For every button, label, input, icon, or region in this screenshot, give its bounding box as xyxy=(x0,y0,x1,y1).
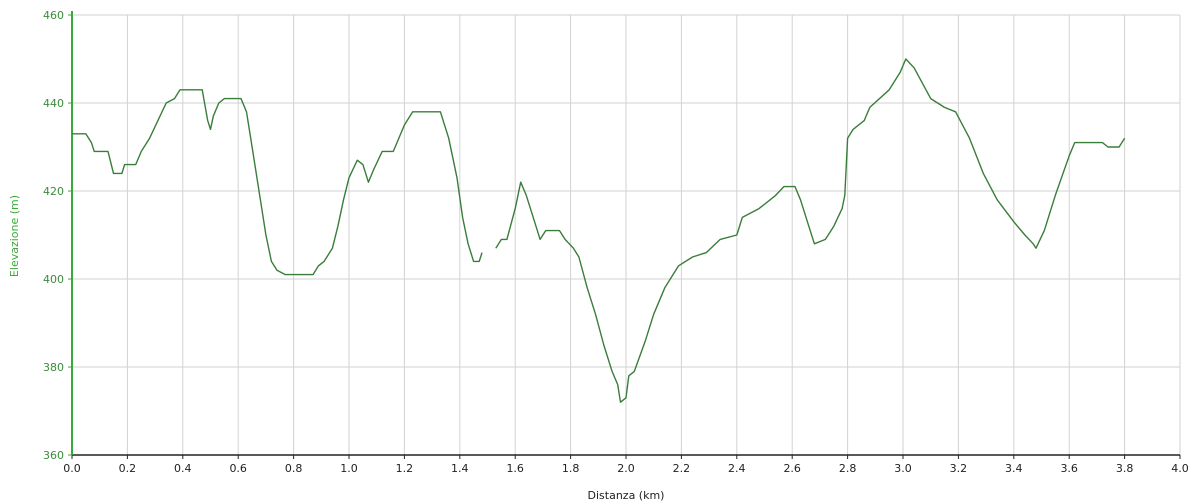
x-tick-label: 3.2 xyxy=(950,462,968,475)
y-tick-label: 420 xyxy=(43,185,64,198)
x-axis: 0.0 0.2 0.4 0.6 0.8 1.0 1.2 1.4 1.6 1.8 2.0 2.2 2.4 2… xyxy=(63,454,1189,475)
y-axis: 360 380 400 420 440 460 xyxy=(43,9,73,462)
y-tick-label: 460 xyxy=(43,9,64,22)
x-tick-label: 1.8 xyxy=(562,462,580,475)
y-tick-label: 360 xyxy=(43,449,64,462)
x-tick-label: 2.4 xyxy=(728,462,746,475)
x-axis-title: Distanza (km) xyxy=(588,489,665,502)
x-tick-label: 4.0 xyxy=(1171,462,1189,475)
x-tick-label: 0.2 xyxy=(119,462,137,475)
x-tick-label: 1.0 xyxy=(340,462,358,475)
y-axis-title: Elevazione (m) xyxy=(8,195,21,277)
series-layer xyxy=(72,58,1126,403)
x-tick-label: 3.0 xyxy=(894,462,912,475)
y-tick-label: 400 xyxy=(43,273,64,286)
grid-lines xyxy=(72,14,1181,455)
y-tick-label: 440 xyxy=(43,97,64,110)
x-tick-label: 2.0 xyxy=(617,462,635,475)
x-tick-label: 0.0 xyxy=(63,462,81,475)
x-tick-label: 0.6 xyxy=(229,462,247,475)
x-tick-label: 3.6 xyxy=(1060,462,1078,475)
elevation-line-segment xyxy=(495,58,1126,403)
x-tick-label: 1.6 xyxy=(506,462,524,475)
x-tick-label: 2.8 xyxy=(839,462,857,475)
x-tick-label: 3.4 xyxy=(1005,462,1023,475)
x-tick-label: 3.8 xyxy=(1116,462,1134,475)
elevation-line-segment xyxy=(72,89,483,276)
x-tick-label: 1.4 xyxy=(451,462,469,475)
x-tick-label: 0.8 xyxy=(285,462,303,475)
x-tick-label: 2.6 xyxy=(783,462,801,475)
x-tick-label: 0.4 xyxy=(174,462,192,475)
x-tick-label: 1.2 xyxy=(396,462,414,475)
y-tick-label: 380 xyxy=(43,361,64,374)
x-tick-label: 2.2 xyxy=(673,462,691,475)
